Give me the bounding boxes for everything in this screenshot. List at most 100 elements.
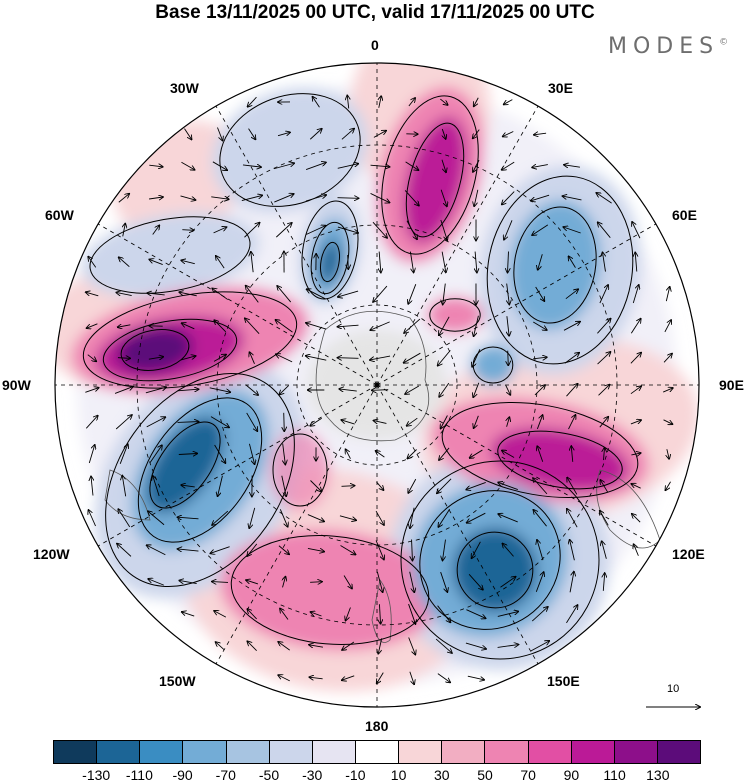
wind-vector bbox=[213, 355, 226, 362]
wind-vector bbox=[283, 577, 286, 588]
wind-vector bbox=[504, 99, 513, 105]
wind-vector bbox=[148, 511, 165, 526]
wind-vector bbox=[182, 323, 195, 330]
colorbar-swatch bbox=[571, 741, 615, 763]
wind-vector bbox=[603, 448, 604, 461]
colorbar-swatch bbox=[399, 741, 443, 763]
wind-vector bbox=[342, 675, 355, 680]
wind-vector bbox=[598, 385, 610, 396]
wind-vector bbox=[283, 443, 286, 465]
wind-vector bbox=[502, 191, 515, 205]
wind-vector bbox=[443, 283, 446, 305]
wind-vector bbox=[248, 96, 257, 107]
wind-vector bbox=[178, 549, 199, 551]
wind-vector bbox=[503, 131, 514, 137]
wind-vector bbox=[438, 350, 451, 365]
wind-vector bbox=[533, 357, 547, 359]
wind-vector bbox=[305, 195, 326, 202]
wind-vector bbox=[663, 354, 672, 363]
wind-vector bbox=[88, 257, 97, 268]
wind-vector bbox=[88, 445, 94, 464]
lon-label-60e: 60E bbox=[672, 207, 697, 223]
wind-vector bbox=[441, 159, 446, 173]
wind-vector bbox=[181, 161, 194, 169]
colorbar-tick-label: 70 bbox=[520, 767, 536, 783]
wind-vector bbox=[599, 417, 608, 428]
wind-vector bbox=[146, 417, 166, 428]
wind-vector bbox=[502, 450, 515, 458]
contour-line bbox=[497, 430, 623, 490]
wind-vector bbox=[91, 477, 93, 496]
colorbar-swatch bbox=[54, 741, 98, 763]
wind-vector bbox=[374, 421, 387, 424]
wind-vector bbox=[535, 572, 543, 592]
wind-vector bbox=[598, 222, 611, 238]
wind-vector bbox=[86, 292, 99, 297]
wind-vector bbox=[500, 577, 515, 588]
wind-vector bbox=[180, 195, 196, 200]
wind-vector bbox=[408, 637, 416, 654]
contour-line bbox=[120, 329, 190, 371]
lon-label-60w: 60W bbox=[45, 207, 74, 223]
wind-vector bbox=[148, 579, 164, 586]
wind-vector bbox=[182, 230, 193, 231]
wind-vector bbox=[467, 675, 484, 680]
wind-vector bbox=[275, 223, 291, 238]
wind-vector bbox=[149, 165, 162, 167]
wind-vector bbox=[152, 225, 160, 235]
wind-vector bbox=[119, 257, 130, 268]
wind-vector bbox=[115, 415, 132, 430]
wind-vector bbox=[216, 256, 225, 269]
wind-vector bbox=[309, 129, 321, 140]
wind-vector bbox=[343, 575, 352, 589]
wind-vector bbox=[251, 252, 253, 273]
wind-vector bbox=[534, 133, 547, 135]
wind-vector bbox=[632, 222, 641, 239]
wind-vector bbox=[596, 193, 612, 204]
wind-vector bbox=[114, 387, 133, 394]
wind-vector bbox=[217, 127, 222, 141]
colorbar-swatch bbox=[97, 741, 141, 763]
wind-vector bbox=[531, 607, 548, 622]
wind-vector bbox=[465, 642, 486, 649]
contour-line bbox=[137, 397, 263, 543]
wind-vector bbox=[370, 165, 390, 167]
wind-vector bbox=[341, 486, 355, 487]
wind-vector bbox=[599, 285, 608, 304]
wind-vector bbox=[275, 320, 293, 333]
wind-vector bbox=[310, 480, 321, 492]
meridian-line bbox=[376, 223, 657, 386]
wind-vector bbox=[277, 132, 290, 135]
contour-line bbox=[400, 460, 600, 660]
land-masses bbox=[104, 310, 661, 643]
wind-vector bbox=[474, 315, 479, 336]
wind-vector bbox=[284, 412, 285, 431]
wind-vector bbox=[470, 449, 483, 458]
modes-logo: MODES© bbox=[608, 34, 735, 59]
colorbar-swatch bbox=[485, 741, 529, 763]
meridian-line bbox=[376, 105, 539, 386]
wind-vector bbox=[409, 571, 415, 592]
colorbar-swatch bbox=[140, 741, 184, 763]
colorbar-swatch bbox=[269, 741, 313, 763]
wind-vector bbox=[439, 447, 450, 460]
wind-vector bbox=[145, 387, 166, 394]
wind-vector bbox=[278, 642, 290, 651]
wind-vector bbox=[337, 226, 358, 233]
wind-vector bbox=[531, 194, 550, 201]
wind-vector bbox=[569, 256, 576, 268]
wind-vector bbox=[474, 415, 479, 428]
wind-vector bbox=[439, 382, 450, 397]
colorbar bbox=[53, 740, 701, 764]
wind-vector bbox=[537, 446, 544, 462]
lon-label-30w: 30W bbox=[170, 80, 199, 96]
contour-line bbox=[441, 401, 639, 499]
wind-vector bbox=[247, 609, 257, 620]
reference-vector-label: 10 bbox=[667, 683, 680, 695]
wind-vector bbox=[630, 420, 641, 425]
wind-vector bbox=[632, 285, 638, 304]
wind-vector bbox=[631, 453, 640, 455]
wind-vector bbox=[117, 358, 130, 359]
wind-vector bbox=[147, 545, 166, 556]
